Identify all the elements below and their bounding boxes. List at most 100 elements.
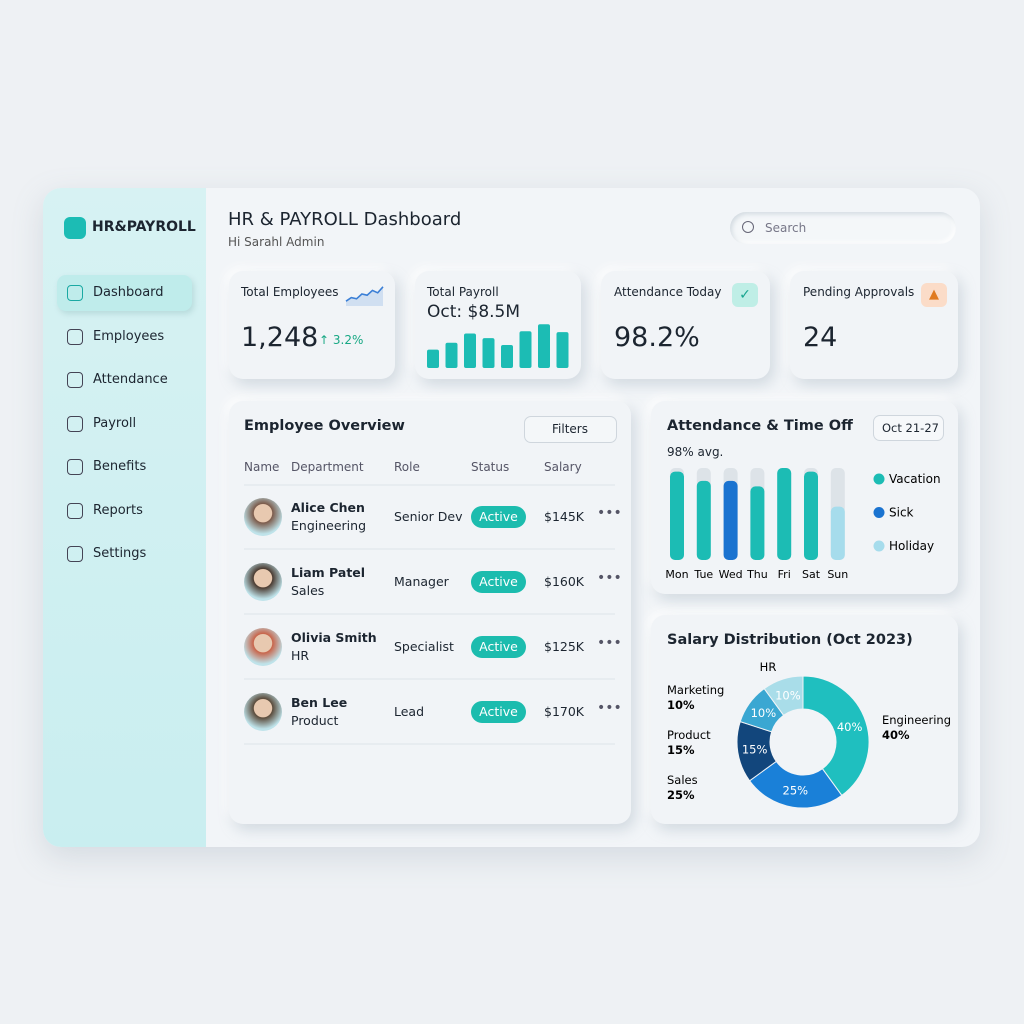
department: Sales — [291, 583, 325, 598]
payroll-bar — [538, 324, 550, 368]
slice-name: Engineering — [882, 713, 951, 727]
nav-icon — [67, 328, 83, 345]
warning-badge: ▲ — [921, 283, 947, 307]
search-placeholder: Search — [765, 221, 807, 235]
nav-item[interactable]: Employees — [93, 328, 165, 344]
kpi-value: 24 — [803, 322, 838, 353]
status-pill: Active — [471, 571, 526, 593]
slice-name: Product — [667, 728, 711, 742]
day-label: Thu — [746, 568, 768, 581]
status-pill: Active — [471, 506, 526, 528]
slice-label: 15% — [742, 743, 768, 757]
payroll-bar — [482, 338, 495, 368]
check-badge: ✓ — [732, 283, 758, 307]
slice-label: 25% — [783, 783, 809, 797]
kpi-card — [229, 271, 395, 379]
nav-item[interactable]: Reports — [93, 502, 143, 518]
slice-percent: 15% — [667, 743, 695, 757]
day-label: Sun — [827, 568, 848, 581]
slice-label: 10% — [775, 688, 801, 702]
nav-item[interactable]: Dashboard — [93, 285, 164, 300]
day-label: Fri — [778, 568, 791, 581]
donut-slice — [763, 675, 804, 717]
filters-label: Filters — [552, 422, 588, 436]
employee-name: Alice Chen — [291, 500, 365, 515]
avatar — [244, 563, 282, 601]
nav-icon — [67, 415, 83, 432]
legend-label: Holiday — [889, 539, 934, 553]
greeting: Hi Sarahl Admin — [228, 235, 325, 249]
slice-label: 10% — [751, 706, 777, 720]
column-header: Name — [244, 460, 280, 474]
slice-label: 40% — [837, 720, 863, 734]
nav-item[interactable]: Benefits — [93, 459, 147, 474]
nav-item[interactable]: Attendance — [93, 372, 168, 387]
kpi-card — [415, 271, 581, 379]
page-title: HR & PAYROLL Dashboard — [228, 209, 462, 230]
attendance-subtitle: 98% avg. — [667, 445, 724, 459]
nav-active-bg — [57, 275, 192, 311]
nav-icon — [67, 285, 83, 301]
employee-name: Olivia Smith — [291, 630, 377, 645]
slice-percent: 10% — [667, 698, 695, 712]
day-label: Tue — [693, 568, 713, 581]
payroll-bar — [464, 333, 476, 368]
kpi-label: Total Employees — [241, 285, 339, 299]
attendance-bar — [723, 480, 738, 560]
day-label: Sat — [802, 568, 821, 581]
kpi-label: Total Payroll — [427, 285, 499, 299]
filters-button[interactable] — [524, 416, 617, 443]
avatar — [244, 498, 282, 536]
kpi-value: Oct: $8.5M — [427, 302, 521, 322]
attendance-bar — [777, 468, 792, 560]
payroll-bar — [427, 349, 439, 368]
attendance-bar — [750, 486, 765, 560]
kpi-change: ↑ 3.2% — [319, 333, 364, 347]
logo: HR&PAYROLL — [92, 219, 196, 235]
date-range: Oct 21-27 — [882, 421, 939, 435]
salary: $145K — [544, 509, 585, 524]
role: Lead — [394, 704, 425, 719]
slice-name: Marketing — [667, 683, 724, 697]
salary: $170K — [544, 704, 585, 719]
employee-name: Liam Patel — [291, 565, 366, 580]
legend-label: Vacation — [889, 472, 941, 486]
nav-icon — [67, 546, 83, 562]
row-menu[interactable]: ••• — [597, 505, 622, 521]
status-pill: Active — [471, 701, 526, 723]
legend-dot — [873, 540, 885, 552]
legend-dot — [873, 507, 885, 518]
sparkline — [345, 286, 384, 302]
sparkline-area — [346, 286, 383, 306]
row-menu[interactable]: ••• — [597, 635, 622, 651]
search-icon — [742, 221, 754, 233]
column-header: Status — [471, 460, 510, 474]
nav-item[interactable]: Payroll — [93, 415, 137, 431]
slice-percent: 40% — [882, 728, 910, 742]
nav-icon — [67, 502, 83, 519]
attendance-bar — [696, 480, 711, 560]
attendance-bar — [830, 506, 845, 560]
nav-item[interactable]: Settings — [93, 546, 147, 561]
payroll-bar — [556, 332, 569, 368]
slice-name: Sales — [667, 773, 698, 787]
salary: $160K — [544, 574, 585, 589]
donut-slice — [748, 760, 843, 809]
row-menu[interactable]: ••• — [597, 570, 622, 586]
kpi-value: 1,248 — [241, 322, 319, 353]
payroll-bar — [445, 342, 458, 368]
logo-icon — [64, 217, 86, 239]
salary-title: Salary Distribution (Oct 2023) — [667, 632, 913, 648]
kpi-label: Attendance Today — [614, 285, 722, 299]
row-menu[interactable]: ••• — [597, 700, 622, 716]
department: HR — [291, 648, 310, 663]
donut-slice — [802, 675, 870, 797]
date-range-button[interactable] — [873, 415, 944, 441]
column-header: Role — [394, 460, 420, 474]
employee-card — [229, 401, 631, 824]
nav-icon — [67, 372, 83, 388]
nav-icon — [67, 459, 83, 475]
search-box[interactable] — [730, 212, 956, 244]
kpi-value: 98.2% — [614, 322, 700, 353]
